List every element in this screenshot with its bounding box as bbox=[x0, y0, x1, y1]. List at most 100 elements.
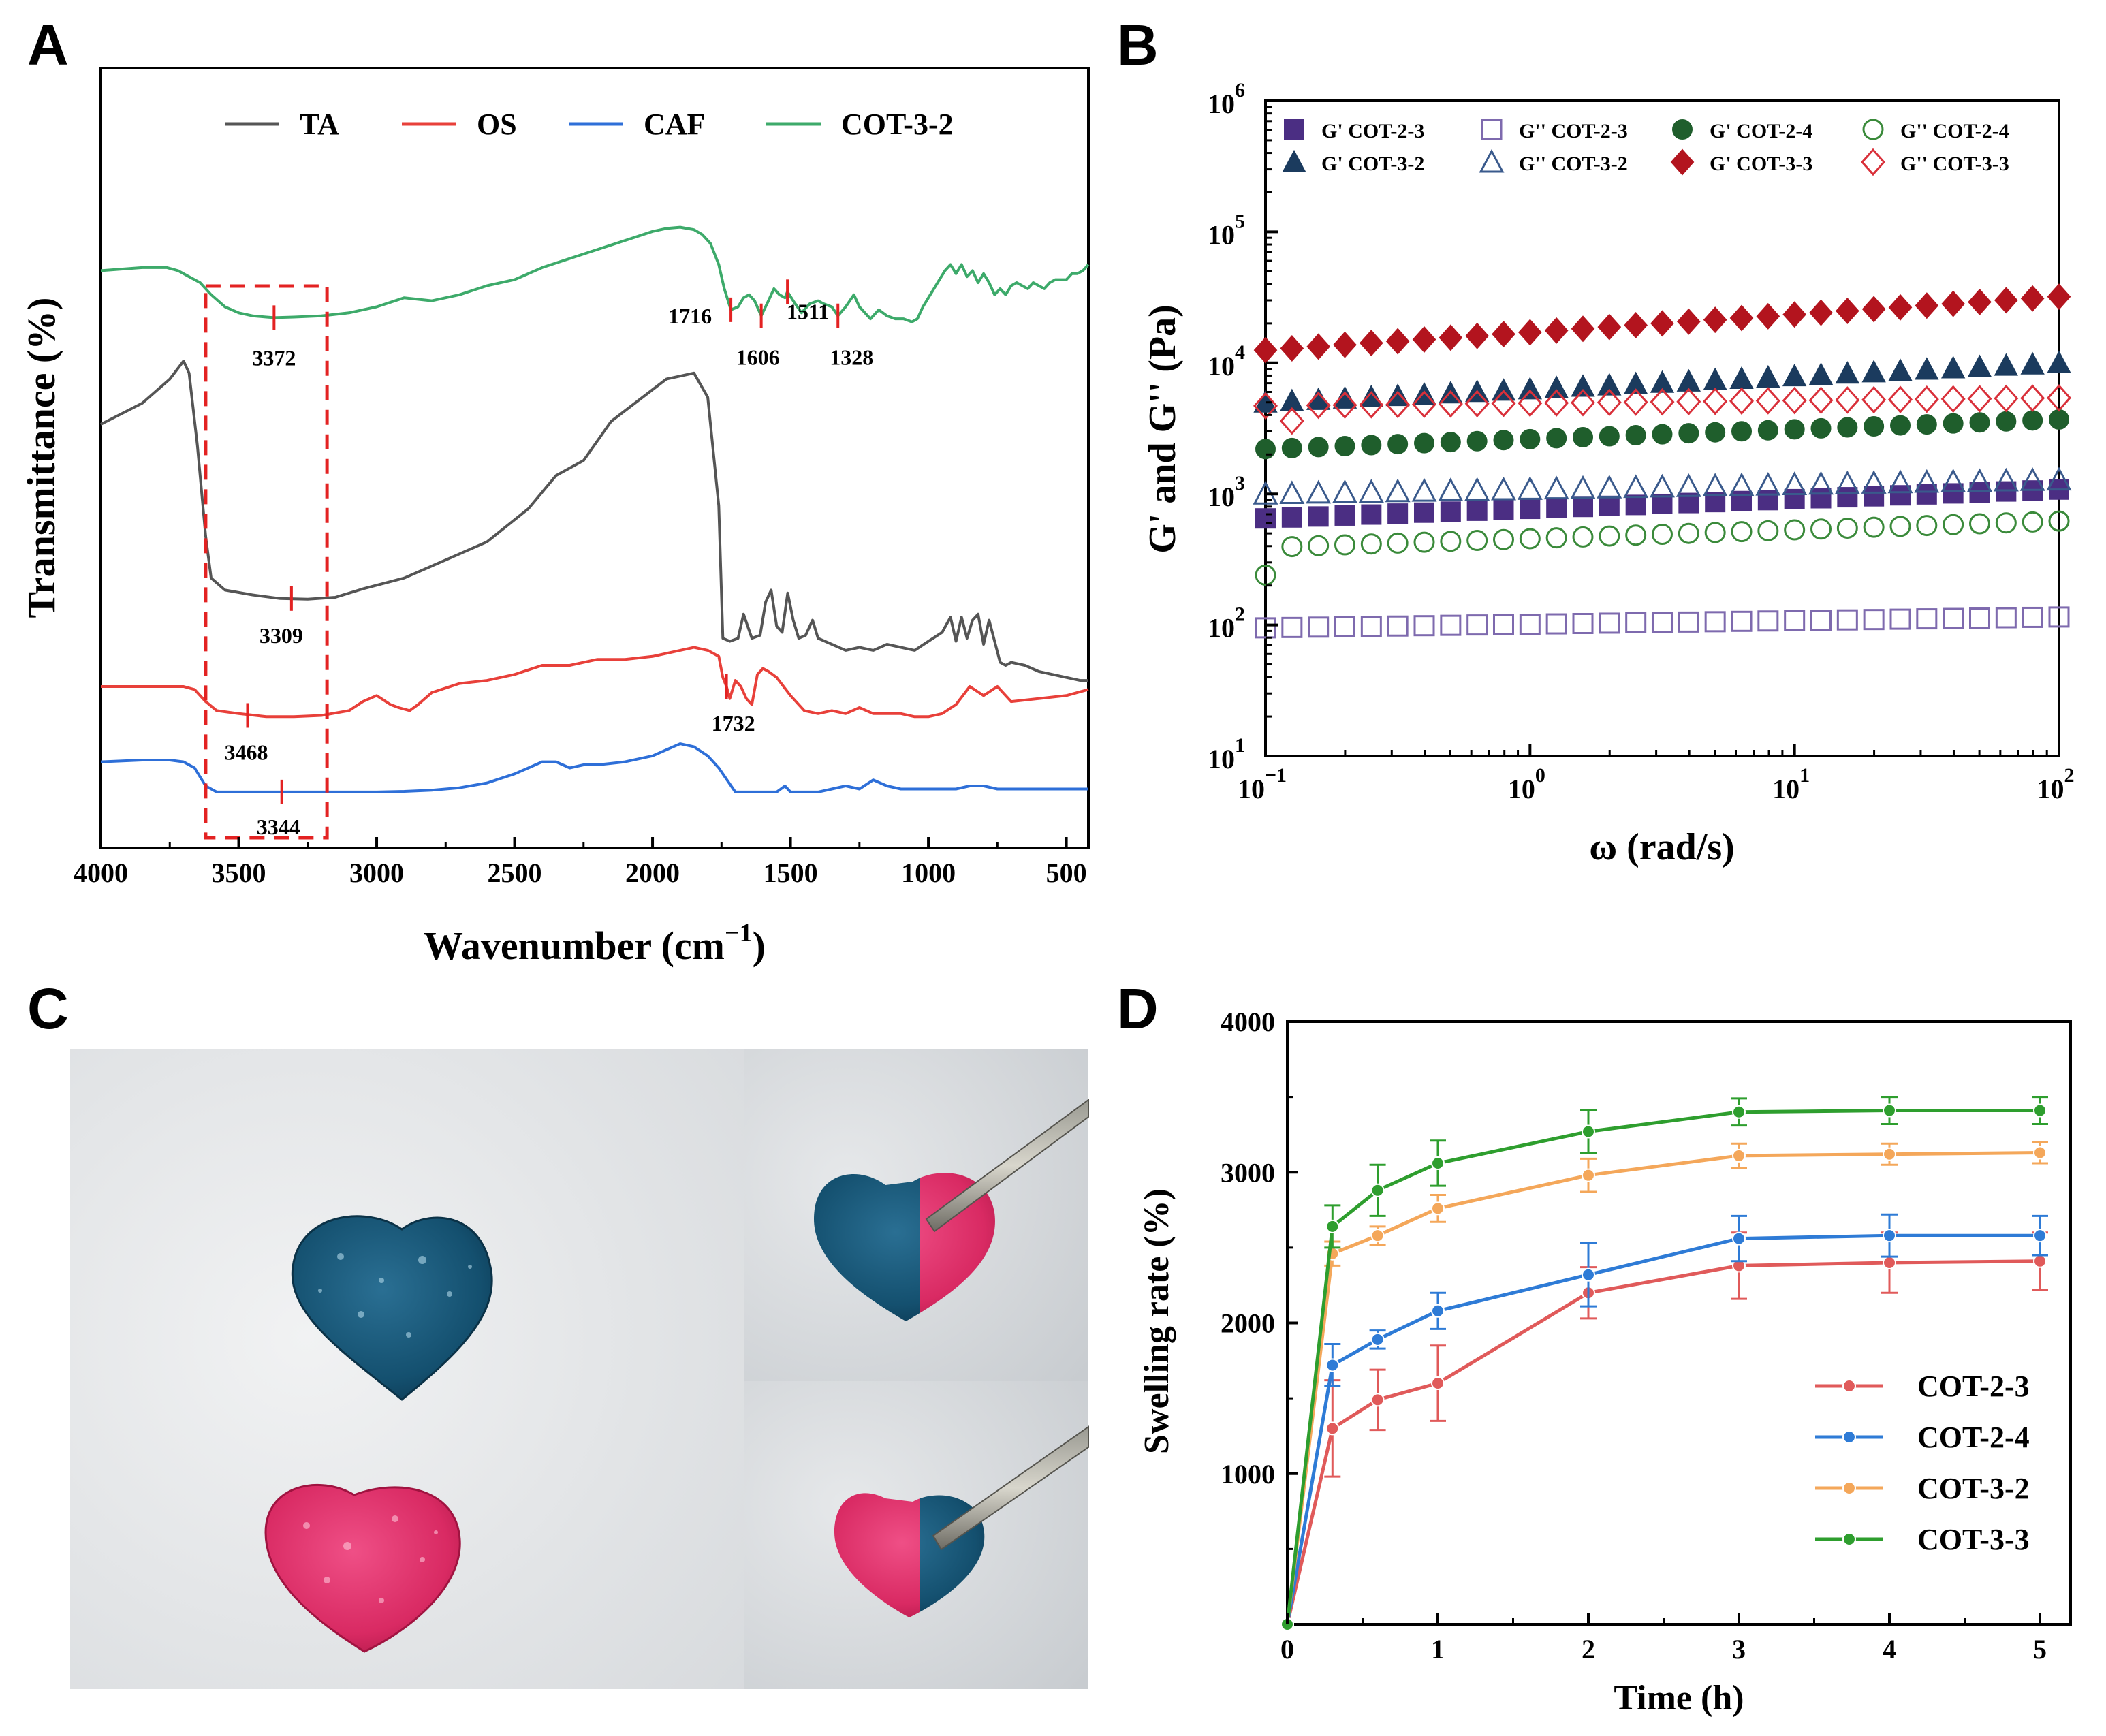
ftir-x-tick-label: 1500 bbox=[764, 857, 818, 888]
rheology-series-g-cot-3-3 bbox=[1253, 283, 2071, 364]
rheology-point bbox=[1280, 388, 1304, 411]
rheology-point bbox=[1623, 388, 1648, 416]
rheology-point bbox=[1464, 477, 1490, 501]
rheology-point bbox=[1520, 499, 1541, 520]
swelling-x-tick-label: 2 bbox=[1582, 1634, 1595, 1664]
blue-heart-hydrogel bbox=[291, 1215, 493, 1401]
rheology-point bbox=[1782, 386, 1807, 415]
rheology-point bbox=[2048, 510, 2070, 532]
rheology-point bbox=[1412, 326, 1436, 353]
rheology-point bbox=[1493, 499, 1514, 520]
rheology-point bbox=[1597, 475, 1622, 499]
rheology-point bbox=[1411, 477, 1437, 502]
rheology-legend-label-g-cot-2-4: G' COT-2-4 bbox=[1710, 120, 1812, 142]
swelling-point bbox=[1431, 1201, 1445, 1216]
rheology-point bbox=[1703, 388, 1728, 415]
swelling-point bbox=[1883, 1147, 1896, 1161]
ftir-peak-label-1732: 1732 bbox=[712, 711, 755, 736]
rheology-point bbox=[1385, 328, 1410, 355]
swelling-x-tick-label: 5 bbox=[2033, 1634, 2047, 1664]
rheology-point bbox=[1916, 484, 1937, 505]
rheology-point bbox=[1253, 392, 1278, 420]
rheology-point bbox=[1756, 364, 1780, 388]
rheology-point bbox=[1361, 504, 1382, 525]
swelling-y-tick-label: 3000 bbox=[1221, 1157, 1275, 1188]
rheology-legend-label-g-cot-2-3: G'' COT-2-3 bbox=[1519, 120, 1628, 142]
rheology-point bbox=[1334, 435, 1355, 456]
rheology-point bbox=[1625, 612, 1647, 633]
rheology-point bbox=[1996, 481, 2017, 502]
rheology-point bbox=[1837, 487, 1858, 508]
rheology-point bbox=[1332, 391, 1357, 419]
rheology-point bbox=[1649, 473, 1675, 498]
rheology-point bbox=[2046, 384, 2072, 412]
rheology-legend-marker-g-cot-3-3 bbox=[1670, 148, 1695, 176]
ftir-line-os bbox=[101, 646, 1089, 719]
rheology-point bbox=[1757, 490, 1778, 511]
rheology-point bbox=[1703, 367, 1727, 390]
rheology-point bbox=[1888, 385, 1913, 413]
ftir-legend-label-caf: CAF bbox=[644, 108, 705, 141]
ftir-x-axis-title: Wavenumber (cm−1) bbox=[424, 919, 766, 968]
rheology-point bbox=[1492, 528, 1514, 550]
rheology-point bbox=[1729, 366, 1754, 389]
rheology-point bbox=[1255, 439, 1276, 460]
rheology-point bbox=[1385, 478, 1411, 503]
rheology-point bbox=[1413, 432, 1434, 454]
rheology-point bbox=[1967, 385, 1992, 413]
ftir-x-tick-label: 3000 bbox=[349, 857, 404, 888]
rheology-series-g-cot-2-3 bbox=[1255, 479, 2069, 529]
rheology-point bbox=[1546, 497, 1567, 518]
swelling-y-tick-label: 2000 bbox=[1221, 1308, 1275, 1339]
rheology-point bbox=[1360, 533, 1382, 555]
rheology-point bbox=[2019, 467, 2045, 491]
swelling-point bbox=[1582, 1168, 1595, 1182]
rheology-point bbox=[1755, 387, 1780, 415]
rheology-point bbox=[1572, 526, 1594, 548]
rheology-point bbox=[1599, 525, 1620, 547]
rheology-x-tick-label: 101 bbox=[1772, 764, 1810, 804]
rheology-point bbox=[1782, 301, 1807, 328]
swelling-legend-label-cot-3-3: COT-3-3 bbox=[1917, 1523, 2030, 1556]
swelling-point bbox=[1732, 1148, 1746, 1163]
rheology-point bbox=[1652, 493, 1673, 514]
rheology-point bbox=[1969, 513, 1991, 535]
rheology-point bbox=[1519, 528, 1541, 550]
rheology-point bbox=[1413, 531, 1435, 553]
swelling-point bbox=[1370, 1229, 1385, 1243]
rheology-point bbox=[1940, 385, 1966, 413]
rheology-point bbox=[1676, 473, 1701, 497]
swelling-y-axis-title: Swelling rate (%) bbox=[1137, 1188, 1176, 1454]
rheology-legend-label-g-cot-3-2: G'' COT-3-2 bbox=[1519, 153, 1628, 175]
rheology-chart: 10−1 100 101 102 101 102 103 104 105 106 G' COT-2… bbox=[1142, 79, 2075, 868]
rheology-point bbox=[1940, 356, 1966, 379]
rheology-point bbox=[1438, 477, 1464, 501]
ftir-x-tick-label: 4000 bbox=[74, 857, 128, 888]
rheology-point bbox=[1464, 390, 1490, 418]
rheology-point bbox=[1729, 387, 1755, 415]
rheology-point bbox=[1493, 430, 1514, 451]
rheology-point bbox=[1518, 377, 1542, 400]
swelling-point bbox=[1883, 1103, 1896, 1118]
rheology-point bbox=[1704, 522, 1726, 543]
rheology-point bbox=[1809, 299, 1833, 326]
rheology-point bbox=[1308, 437, 1329, 458]
rheology-point bbox=[1597, 313, 1622, 341]
rheology-point bbox=[1729, 472, 1755, 496]
swelling-point bbox=[1431, 1376, 1445, 1390]
rheology-point bbox=[1358, 479, 1384, 503]
swelling-point bbox=[1325, 1358, 1340, 1372]
rheology-point bbox=[1995, 607, 2017, 629]
rheology-point bbox=[1943, 413, 1964, 434]
swelling-x-tick-label: 4 bbox=[1883, 1634, 1896, 1664]
rheology-point bbox=[1731, 521, 1753, 543]
ftir-x-tick-label: 3500 bbox=[212, 857, 266, 888]
rheology-point bbox=[1440, 531, 1462, 552]
rheology-point bbox=[1439, 324, 1463, 351]
rheology-x-tick-label: 102 bbox=[2037, 764, 2075, 804]
rheology-series-g-cot-2-3 bbox=[1255, 606, 2070, 639]
rheology-point bbox=[1571, 374, 1595, 397]
rheology-point bbox=[1967, 354, 1992, 377]
rheology-point bbox=[1332, 479, 1357, 503]
